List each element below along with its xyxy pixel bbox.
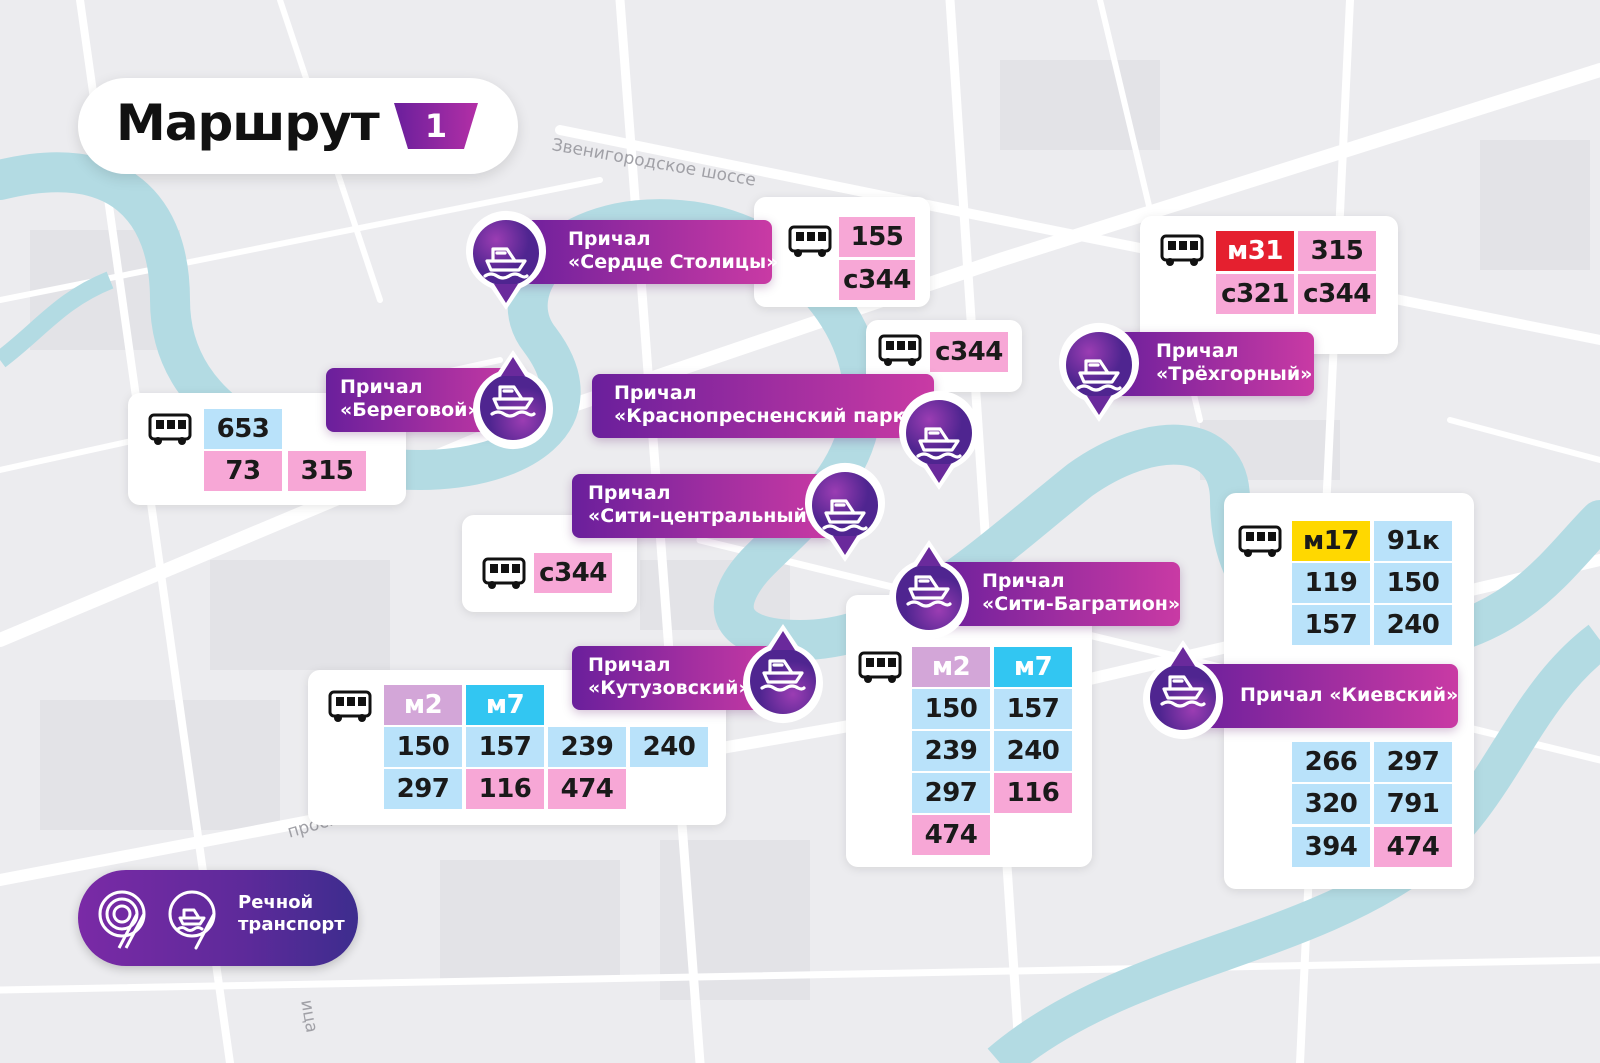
pier-label-line2: «Сити-Багратион» xyxy=(982,593,1181,615)
boat-icon[interactable] xyxy=(1054,318,1144,422)
route-cell: с321 xyxy=(1216,274,1294,314)
pier-label-line2: «Береговой» xyxy=(340,399,480,421)
route-cell: 297 xyxy=(384,769,462,809)
bus-card-beregovoy: 653 73 315 xyxy=(128,393,406,505)
pier-label-line2: «Трёхгорный» xyxy=(1156,363,1313,385)
route-cell: 315 xyxy=(1298,231,1376,271)
route-cell: 474 xyxy=(912,815,990,855)
metro-loop-icon xyxy=(98,890,146,949)
pier-label-line1: Причал xyxy=(614,382,697,404)
route-cell: 150 xyxy=(384,727,462,767)
route-cell: м17 xyxy=(1292,521,1370,561)
route-cell: 320 xyxy=(1292,784,1370,824)
route-cell: с344 xyxy=(1298,274,1376,314)
logo-text-line2: транспорт xyxy=(238,914,345,935)
route-cell: 73 xyxy=(204,451,282,491)
river-channel xyxy=(0,271,114,368)
bus-icon xyxy=(788,225,832,257)
route-cell: м7 xyxy=(466,685,544,725)
route-cell: 653 xyxy=(204,409,282,449)
logo-text-line1: Речной xyxy=(238,892,314,913)
pier-label-line2: «Кутузовский» xyxy=(588,677,751,699)
route-cell: 116 xyxy=(466,769,544,809)
pier-label-line1: Причал xyxy=(588,482,671,504)
page-title: Маршрут xyxy=(116,94,380,152)
bus-icon xyxy=(148,413,192,445)
boat-icon[interactable] xyxy=(884,540,974,644)
route-cell: м2 xyxy=(384,685,462,725)
pier-label-line1: Причал «Киевский» xyxy=(1240,684,1459,706)
route-cell: 157 xyxy=(1292,605,1370,645)
pier-label-line1: Причал xyxy=(340,376,423,398)
pier-banner-kievsky[interactable]: Причал «Киевский» xyxy=(1186,664,1458,728)
pier-banner-krasnopresnensky[interactable]: Причал «Краснопресненский парк» xyxy=(592,374,934,438)
route-cell: м2 xyxy=(912,647,990,687)
route-cell: с344 xyxy=(839,260,915,300)
route-cell: 315 xyxy=(288,451,366,491)
route-cell: 239 xyxy=(548,727,626,767)
route-cell: 240 xyxy=(630,727,708,767)
boat-icon[interactable] xyxy=(461,206,551,310)
route-cell: 394 xyxy=(1292,827,1370,867)
pier-banner-trekhgorny[interactable]: Причал «Трёхгорный» xyxy=(1108,332,1314,396)
route-number: 1 xyxy=(424,107,448,145)
bus-icon xyxy=(878,334,922,366)
pier-label-line2: «Сити-центральный» xyxy=(588,505,820,527)
pier-label-line1: Причал xyxy=(1156,340,1239,362)
bus-card-siti-central: с344 xyxy=(462,515,637,612)
route-title-card: Маршрут 1 xyxy=(78,78,518,174)
river-transport-icon xyxy=(168,890,216,950)
route-cell: 155 xyxy=(839,217,915,257)
route-cell: 297 xyxy=(912,773,990,813)
bus-icon xyxy=(1238,525,1282,557)
river-transport-logo: Речной транспорт xyxy=(78,870,358,966)
route-cell: 474 xyxy=(548,769,626,809)
logo-text: Речной транспорт xyxy=(238,892,345,936)
pier-label-line1: Причал xyxy=(588,654,671,676)
boat-icon[interactable] xyxy=(738,624,828,728)
route-cell: с344 xyxy=(534,553,612,593)
route-cell: м31 xyxy=(1216,231,1294,271)
boat-icon[interactable] xyxy=(1138,640,1228,744)
route-cell: 791 xyxy=(1374,784,1452,824)
route-cell: 240 xyxy=(1374,605,1452,645)
route-cell: 157 xyxy=(466,727,544,767)
route-cell: 150 xyxy=(912,689,990,729)
route-number-badge: 1 xyxy=(394,103,478,149)
bus-card-serdtse: 155 с344 xyxy=(754,197,930,307)
route-cell: 157 xyxy=(994,689,1072,729)
boat-icon[interactable] xyxy=(468,350,558,454)
bus-card-trekhgorny: м31 315 с321 с344 xyxy=(1140,216,1398,354)
pier-label-line2: «Сердце Столицы» xyxy=(568,251,779,273)
route-cell: 297 xyxy=(1374,742,1452,782)
bus-icon xyxy=(482,557,526,589)
route-cell: 239 xyxy=(912,731,990,771)
bus-icon xyxy=(858,651,902,683)
pier-banner-siti-bagration[interactable]: Причал «Сити-Багратион» xyxy=(930,562,1180,626)
pier-banner-serdtse[interactable]: Причал «Сердце Столицы» xyxy=(510,220,778,284)
boat-icon[interactable] xyxy=(894,386,984,490)
route-cell: 150 xyxy=(1374,563,1452,603)
pier-banner-siti-central[interactable]: Причал «Сити-центральный» xyxy=(572,474,834,538)
bus-icon xyxy=(1160,234,1204,266)
route-cell: 116 xyxy=(994,773,1072,813)
bus-card-siti-bagration: м2 м7 150 157 239 240 297 116 474 xyxy=(846,595,1092,867)
pier-label-line1: Причал xyxy=(568,228,651,250)
bus-icon xyxy=(328,690,372,722)
route-cell: 240 xyxy=(994,731,1072,771)
route-cell: 266 xyxy=(1292,742,1370,782)
pier-label-line1: Причал xyxy=(982,570,1065,592)
route-cell: 91к xyxy=(1374,521,1452,561)
route-cell: м7 xyxy=(994,647,1072,687)
route-cell: 474 xyxy=(1374,827,1452,867)
pier-label-line2: «Краснопресненский парк» xyxy=(614,405,918,427)
boat-icon[interactable] xyxy=(800,458,890,562)
route-cell: 119 xyxy=(1292,563,1370,603)
route-cell: с344 xyxy=(930,332,1008,372)
